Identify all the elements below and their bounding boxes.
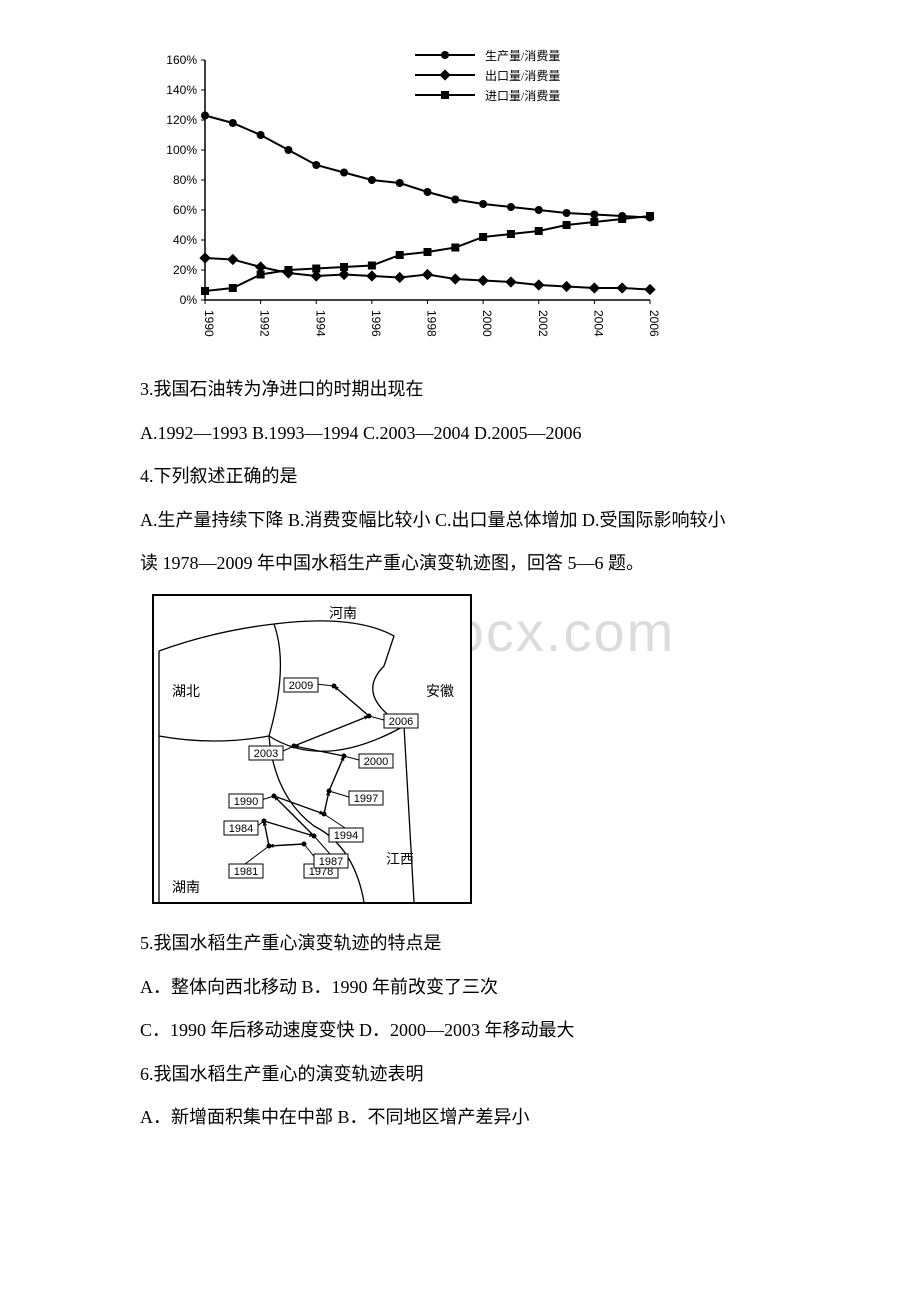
svg-text:1984: 1984 bbox=[229, 823, 253, 835]
paragraph: 读 1978—2009 年中国水稻生产重心演变轨迹图，回答 5—6 题。 bbox=[140, 544, 780, 584]
svg-text:60%: 60% bbox=[173, 203, 197, 217]
svg-text:2000: 2000 bbox=[480, 310, 494, 337]
paragraph: C．1990 年后移动速度变快 D．2000—2003 年移动最大 bbox=[140, 1011, 780, 1051]
region-henan: 河南 bbox=[329, 606, 357, 622]
paragraph: 5.我国水稻生产重心演变轨迹的特点是 bbox=[140, 924, 780, 964]
document-body: 生产量/消费量 出口量/消费量 进口量/消费量 0% 20% 40% 60% 80% 10… bbox=[140, 40, 780, 1138]
svg-text:100%: 100% bbox=[166, 143, 197, 157]
svg-text:20%: 20% bbox=[173, 263, 197, 277]
region-jiangxi: 江西 bbox=[386, 852, 414, 868]
paragraph: 6.我国水稻生产重心的演变轨迹表明 bbox=[140, 1055, 780, 1095]
region-hunan: 湖南 bbox=[172, 880, 200, 896]
region-anhui: 安徽 bbox=[426, 684, 454, 700]
svg-text:2006: 2006 bbox=[647, 310, 661, 337]
svg-text:2003: 2003 bbox=[254, 748, 278, 760]
svg-text:1990: 1990 bbox=[202, 310, 216, 337]
paragraph: 4.下列叙述正确的是 bbox=[140, 457, 780, 497]
svg-text:2004: 2004 bbox=[591, 310, 605, 337]
legend-import: 进口量/消费量 bbox=[485, 89, 560, 103]
svg-text:1994: 1994 bbox=[313, 310, 327, 337]
svg-text:2000: 2000 bbox=[364, 756, 388, 768]
svg-text:1987: 1987 bbox=[319, 856, 343, 868]
legend-production: 生产量/消费量 bbox=[485, 49, 560, 63]
paragraph: A.1992—1993 B.1993—1994 C.2003—2004 D.20… bbox=[140, 414, 780, 454]
region-hubei: 湖北 bbox=[172, 684, 200, 700]
svg-text:2009: 2009 bbox=[289, 680, 313, 692]
svg-text:0%: 0% bbox=[180, 293, 198, 307]
paragraph: A．整体向西北移动 B．1990 年前改变了三次 bbox=[140, 968, 780, 1008]
svg-text:2002: 2002 bbox=[536, 310, 550, 337]
svg-text:1996: 1996 bbox=[369, 310, 383, 337]
svg-text:1981: 1981 bbox=[234, 866, 258, 878]
svg-text:140%: 140% bbox=[166, 83, 197, 97]
paragraph: A.生产量持续下降 B.消费变幅比较小 C.出口量总体增加 D.受国际影响较小 bbox=[140, 501, 780, 541]
legend-export: 出口量/消费量 bbox=[485, 69, 560, 83]
chart2-rice-centroid: 河南 湖北 安徽 湖南 江西 1978198119841987199019941… bbox=[152, 594, 472, 904]
svg-text:120%: 120% bbox=[166, 113, 197, 127]
svg-text:80%: 80% bbox=[173, 173, 197, 187]
svg-text:160%: 160% bbox=[166, 53, 197, 67]
svg-text:1994: 1994 bbox=[334, 830, 358, 842]
svg-text:1992: 1992 bbox=[258, 310, 272, 337]
chart1-oil-ratios: 生产量/消费量 出口量/消费量 进口量/消费量 0% 20% 40% 60% 80% 10… bbox=[140, 40, 780, 350]
svg-text:1990: 1990 bbox=[234, 796, 258, 808]
paragraph: A．新增面积集中在中部 B．不同地区增产差异小 bbox=[140, 1098, 780, 1138]
svg-text:1998: 1998 bbox=[425, 310, 439, 337]
svg-text:40%: 40% bbox=[173, 233, 197, 247]
paragraph: 3.我国石油转为净进口的时期出现在 bbox=[140, 370, 780, 410]
svg-text:1997: 1997 bbox=[354, 793, 378, 805]
svg-text:2006: 2006 bbox=[389, 716, 413, 728]
